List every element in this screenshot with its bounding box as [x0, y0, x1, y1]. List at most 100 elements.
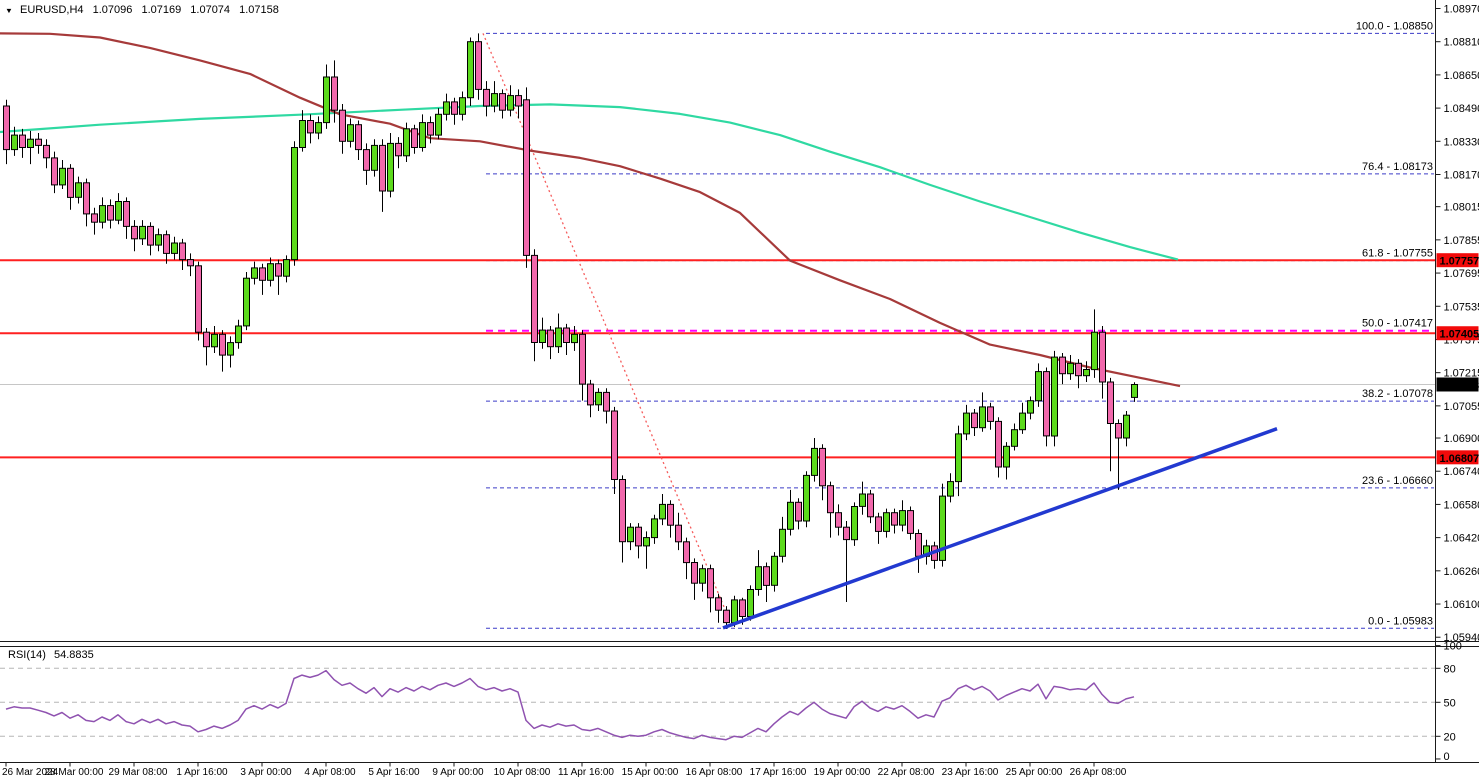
- svg-text:15 Apr 00:00: 15 Apr 00:00: [622, 767, 679, 778]
- chevron-down-icon[interactable]: ▼: [5, 6, 13, 15]
- svg-text:100: 100: [1444, 641, 1462, 653]
- candle: [611, 410, 618, 480]
- price-tag: [1436, 253, 1479, 268]
- svg-text:1.08170: 1.08170: [1444, 170, 1479, 182]
- svg-text:80: 80: [1444, 663, 1456, 675]
- candle: [1027, 400, 1034, 414]
- candle: [795, 501, 802, 522]
- candle: [19, 134, 26, 149]
- svg-text:1.07695: 1.07695: [1444, 268, 1479, 280]
- candle: [803, 474, 810, 522]
- candle: [27, 138, 34, 148]
- fibonacci-labels: 100.0 - 1.08850 76.4 - 1.08173 61.8 - 1.07…: [1356, 20, 1433, 627]
- candle: [635, 526, 642, 547]
- candle: [899, 510, 906, 526]
- ma-slow-line[interactable]: [0, 103, 1179, 261]
- svg-text:1.07855: 1.07855: [1444, 235, 1479, 247]
- svg-text:61.8 - 1.07755: 61.8 - 1.07755: [1362, 248, 1433, 260]
- svg-text:1.06740: 1.06740: [1444, 466, 1479, 478]
- candle: [131, 225, 138, 240]
- candle: [251, 267, 258, 279]
- price-axis-tags: 1.07757 1.07405 1.07158 1.06807: [1436, 253, 1479, 465]
- svg-text:1.08330: 1.08330: [1444, 136, 1479, 148]
- candle: [915, 533, 922, 557]
- svg-text:4 Apr 08:00: 4 Apr 08:00: [304, 767, 356, 778]
- svg-text:50.0 - 1.07417: 50.0 - 1.07417: [1362, 318, 1433, 330]
- svg-text:23 Apr 16:00: 23 Apr 16:00: [942, 767, 999, 778]
- svg-text:1.07757: 1.07757: [1440, 256, 1479, 268]
- svg-text:29 Mar 08:00: 29 Mar 08:00: [109, 767, 168, 778]
- svg-text:26 Mar 2024: 26 Mar 2024: [2, 767, 59, 778]
- svg-text:38.2 - 1.07078: 38.2 - 1.07078: [1362, 388, 1433, 400]
- candle: [435, 113, 442, 136]
- candle: [235, 325, 242, 344]
- svg-text:1.05940: 1.05940: [1444, 632, 1479, 644]
- candle: [955, 433, 962, 483]
- candle: [707, 568, 714, 599]
- candle: [539, 329, 546, 344]
- candle: [779, 528, 786, 557]
- horizontal-price-lines[interactable]: [0, 259, 1435, 459]
- svg-text:11 Apr 16:00: 11 Apr 16:00: [558, 767, 614, 778]
- candles-series[interactable]: [3, 33, 1138, 629]
- candle: [995, 420, 1002, 468]
- candle: [947, 481, 954, 497]
- svg-text:1.06420: 1.06420: [1444, 533, 1479, 545]
- candle: [763, 566, 770, 586]
- candle: [195, 265, 202, 333]
- candle: [1115, 423, 1122, 439]
- candle: [3, 105, 10, 151]
- candle: [579, 333, 586, 385]
- ohlc-open-value: 1.07096: [92, 4, 133, 16]
- candle: [563, 327, 570, 343]
- candle: [771, 555, 778, 586]
- candle: [667, 503, 674, 526]
- candle: [515, 95, 522, 107]
- candle: [683, 541, 690, 564]
- candle: [1123, 414, 1130, 439]
- candle: [547, 329, 554, 348]
- rsi-axis[interactable]: 100 80 50 20 0: [1435, 641, 1462, 763]
- candle: [99, 205, 106, 223]
- candle: [835, 512, 842, 528]
- price-axis[interactable]: 1.08970 1.08810 1.08650 1.08490 1.08330 1.081…: [1435, 4, 1479, 645]
- candle: [811, 447, 818, 476]
- ma-fast-line[interactable]: [0, 32, 1181, 388]
- candle: [1011, 429, 1018, 447]
- svg-text:0.0 - 1.05983: 0.0 - 1.05983: [1368, 615, 1433, 627]
- svg-text:100.0 - 1.08850: 100.0 - 1.08850: [1356, 20, 1433, 32]
- candle: [187, 259, 194, 267]
- candle: [155, 234, 162, 246]
- candle: [283, 259, 290, 277]
- candle: [171, 242, 178, 254]
- candle: [347, 124, 354, 142]
- svg-text:1.06900: 1.06900: [1444, 433, 1479, 445]
- svg-text:1.06580: 1.06580: [1444, 499, 1479, 511]
- candle: [627, 526, 634, 543]
- svg-text:16 Apr 08:00: 16 Apr 08:00: [686, 767, 743, 778]
- candle: [875, 516, 882, 532]
- candle: [1083, 369, 1090, 377]
- candle: [651, 518, 658, 539]
- candle: [67, 167, 74, 198]
- candle: [371, 144, 378, 171]
- candle: [587, 383, 594, 406]
- candle: [659, 503, 666, 520]
- price-tag: [1436, 377, 1479, 392]
- ascending-trendline[interactable]: [722, 427, 1278, 630]
- candle: [883, 512, 890, 532]
- candle: [11, 134, 18, 151]
- rsi-line[interactable]: [5, 669, 1135, 741]
- candle: [123, 201, 130, 227]
- candle: [139, 225, 146, 240]
- svg-text:76.4 - 1.08173: 76.4 - 1.08173: [1362, 161, 1433, 173]
- candle: [179, 242, 186, 261]
- rsi-panel[interactable]: [0, 667, 1435, 741]
- candle: [323, 76, 330, 124]
- svg-text:50: 50: [1444, 697, 1456, 709]
- candle: [363, 149, 370, 171]
- candle: [451, 101, 458, 115]
